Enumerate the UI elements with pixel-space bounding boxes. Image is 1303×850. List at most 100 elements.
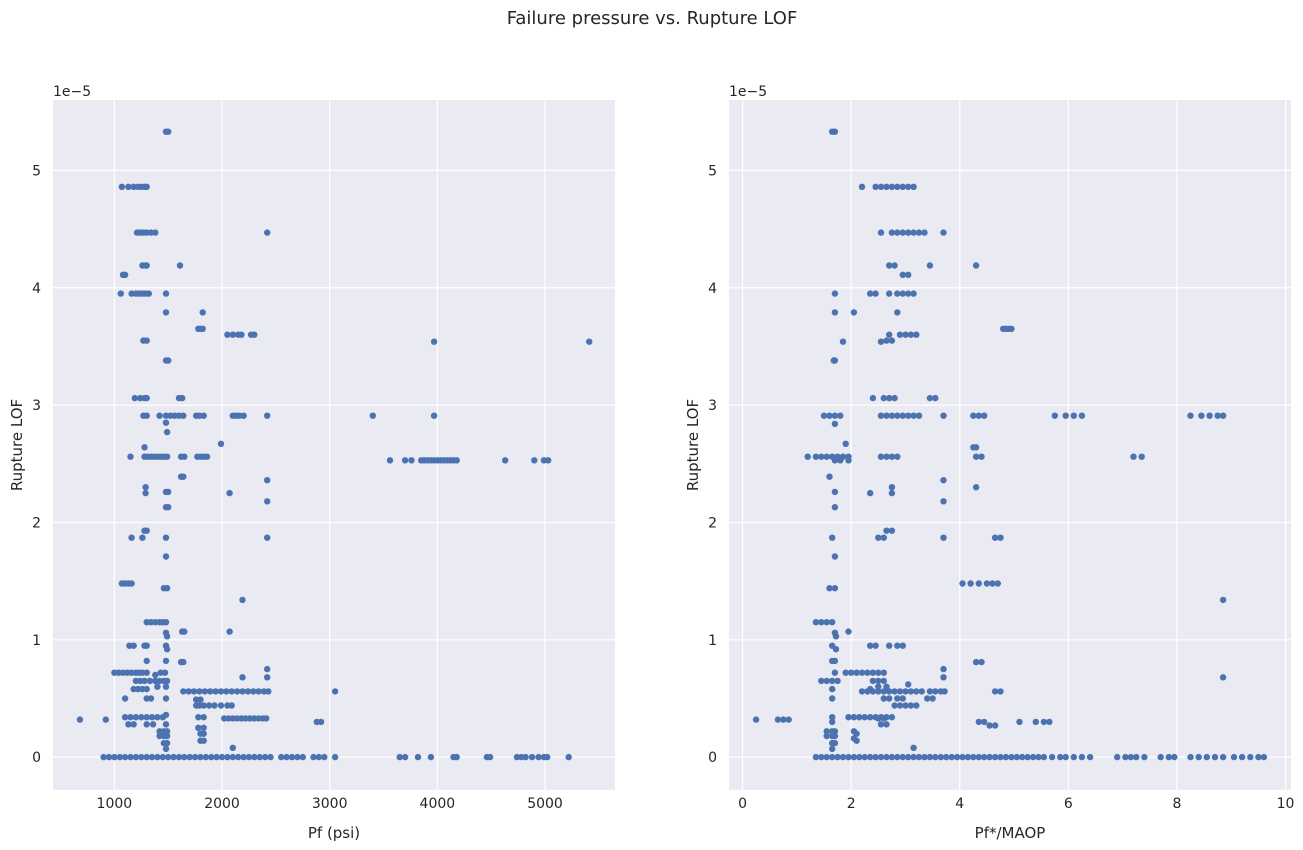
y-tick-label: 1 — [708, 633, 717, 649]
scatter-point — [1187, 412, 1194, 419]
scatter-point — [288, 753, 296, 761]
scatter-point — [880, 534, 887, 541]
scatter-point — [143, 721, 150, 728]
scatter-point — [780, 716, 787, 723]
scatter-point — [1255, 753, 1262, 761]
scatter-point — [921, 753, 928, 761]
scatter-point — [195, 714, 202, 721]
scatter-point — [125, 183, 132, 190]
scatter-point — [138, 714, 145, 721]
scatter-point — [224, 753, 231, 761]
scatter-point — [1219, 412, 1227, 419]
scatter-point — [899, 183, 906, 190]
scatter-point — [910, 744, 917, 751]
scatter-point — [165, 504, 172, 511]
scatter-point — [940, 498, 947, 505]
scatter-point — [317, 718, 325, 726]
scatter-point — [1203, 753, 1211, 761]
scatter-point — [867, 714, 874, 721]
scatter-point — [888, 753, 896, 761]
scatter-point — [228, 702, 235, 709]
scatter-point — [915, 753, 923, 761]
scatter-point — [1114, 753, 1121, 761]
scatter-point — [130, 721, 137, 728]
scatter-point — [910, 412, 917, 419]
scatter-point — [116, 753, 124, 761]
scatter-point — [831, 357, 839, 364]
scatter-point — [143, 412, 150, 419]
scatter-point — [941, 688, 948, 695]
scatter-point — [128, 580, 135, 587]
scatter-point — [867, 753, 874, 761]
scatter-point — [163, 646, 171, 653]
y-tick-label: 0 — [32, 750, 41, 766]
scatter-point — [146, 677, 154, 685]
scatter-point — [223, 688, 230, 695]
scatter-point — [162, 419, 170, 426]
scatter-point — [321, 753, 328, 761]
scatter-point — [926, 394, 934, 402]
scatter-point — [191, 753, 199, 761]
scatter-point — [975, 718, 982, 726]
scatter-point — [1046, 718, 1053, 726]
scatter-point — [880, 688, 887, 695]
scatter-point — [899, 753, 906, 761]
scatter-point — [850, 753, 858, 761]
scatter-point — [125, 721, 132, 728]
scatter-point — [853, 669, 860, 676]
scatter-point — [1247, 753, 1254, 761]
scatter-point — [880, 669, 887, 676]
scatter-point — [143, 337, 150, 344]
x-tick-label: 10 — [1277, 796, 1295, 812]
scatter-point — [997, 753, 1004, 761]
scatter-point — [970, 412, 977, 419]
scatter-point — [891, 702, 898, 709]
scatter-point — [128, 534, 135, 541]
scatter-point — [877, 721, 885, 728]
scatter-point — [832, 646, 840, 653]
scatter-point — [812, 753, 820, 761]
scatter-point — [165, 753, 172, 761]
scatter-point — [994, 580, 1001, 587]
scatter-point — [915, 229, 923, 236]
scatter-point — [891, 688, 898, 695]
scatter-point — [205, 702, 213, 709]
scatter-point — [877, 229, 885, 236]
scatter-point — [867, 489, 874, 497]
scatter-point — [264, 229, 271, 236]
scatter-point — [1062, 753, 1069, 761]
scatter-points-left — [76, 128, 593, 761]
scatter-point — [875, 683, 882, 690]
scatter-point — [238, 331, 245, 338]
scatter-point — [880, 715, 887, 722]
scatter-point — [176, 262, 184, 269]
scatter-point — [145, 290, 152, 297]
scatter-point — [896, 331, 904, 338]
scatter-point — [940, 534, 947, 541]
scatter-point — [888, 337, 896, 344]
scatter-point — [162, 553, 170, 560]
scatter-point — [239, 688, 246, 695]
scatter-point — [255, 688, 262, 695]
scatter-point — [940, 477, 947, 484]
scatter-point — [978, 453, 985, 460]
scatter-point — [991, 688, 999, 695]
scatter-point — [100, 753, 107, 761]
scatter-point — [997, 688, 1004, 695]
scatter-point — [975, 580, 982, 587]
scatter-point — [905, 412, 912, 419]
scatter-point — [891, 394, 898, 402]
scatter-point — [1035, 753, 1042, 761]
scatter-point — [829, 695, 836, 702]
scatter-point — [937, 753, 944, 761]
scatter-point — [1127, 753, 1135, 761]
scatter-point — [240, 753, 247, 761]
scatter-point — [850, 309, 858, 316]
scatter-point — [264, 477, 271, 484]
scatter-point — [972, 658, 980, 666]
scatter-point — [829, 714, 836, 721]
scatter-point — [940, 229, 947, 236]
scatter-point — [894, 309, 901, 316]
scatter-point — [823, 453, 830, 460]
y-tick-label: 0 — [708, 750, 717, 766]
